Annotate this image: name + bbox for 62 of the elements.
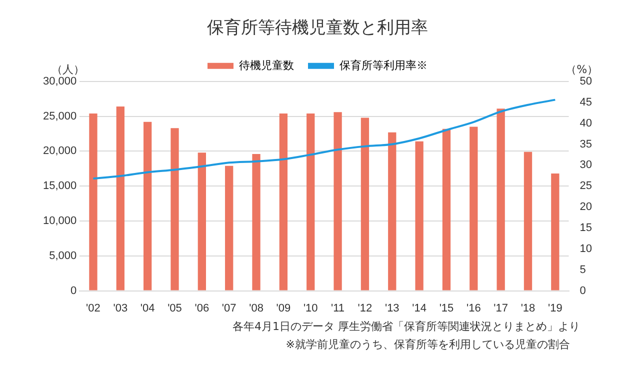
line-series [92, 98, 556, 180]
bar [89, 114, 98, 290]
y2-tick-label: 15 [580, 222, 592, 234]
y2-axis-title: （%） [566, 62, 598, 76]
bar [225, 166, 234, 290]
y-tick-label: 20,000 [42, 145, 77, 158]
y-tick-label: 0 [70, 284, 77, 297]
y-tick-label: 15,000 [42, 180, 77, 192]
x-tick-label: '15 [439, 302, 454, 314]
bar [551, 174, 560, 290]
x-tick-label: '11 [331, 302, 345, 314]
bar [306, 114, 315, 290]
y2-tick-label: 25 [580, 180, 592, 192]
x-tick-label: '19 [548, 302, 562, 314]
text: 各年4月1日のデータ 厚生労働省「保育所等関連状況とりまとめ」より [232, 319, 580, 335]
bar [470, 126, 478, 290]
y-tick-label: 25,000 [42, 110, 77, 122]
bar [524, 152, 532, 290]
y2-tick-label: 40 [580, 117, 592, 130]
x-tick-label: '13 [384, 302, 400, 314]
y2-tick-label: 50 [580, 75, 592, 88]
x-tick-label: '10 [303, 302, 318, 314]
bar [442, 128, 451, 290]
bar [198, 152, 206, 290]
x-tick-label: '08 [249, 302, 264, 314]
y2-tick-label: 35 [580, 138, 592, 150]
y2-tick-label: 5 [580, 264, 586, 276]
chart-title: 保育所等待機児童数と利用率 [207, 18, 428, 37]
bar [116, 106, 124, 290]
x-tick-label: '04 [140, 302, 155, 314]
y-tick-label: 5,000 [49, 250, 77, 262]
y2-tick-label: 45 [580, 96, 592, 108]
legend-label: 保育所等利用率※ [340, 58, 428, 72]
y-tick-label: 30,000 [42, 75, 77, 88]
bar [415, 141, 424, 290]
bar [334, 112, 342, 290]
x-tick-label: '16 [466, 302, 481, 314]
x-tick-label: '09 [276, 302, 291, 314]
x-tick-label: '05 [168, 302, 182, 314]
text: ※就学前児童のうち、保育所等を利用している児童の割合 [284, 337, 570, 353]
y-tick-label: 10,000 [42, 215, 77, 228]
x-tick-label: '17 [494, 302, 508, 314]
bar [252, 154, 260, 290]
y2-tick-label: 10 [580, 242, 592, 255]
x-tick-label: '02 [86, 302, 100, 314]
bar [360, 118, 370, 290]
y-axis-title: （人） [51, 62, 84, 76]
legend-label: 待機児童数 [239, 58, 294, 72]
y2-tick-label: 0 [580, 284, 586, 297]
bar [496, 108, 505, 290]
y2-tick-label: 30 [580, 159, 592, 172]
bar [279, 114, 288, 290]
x-tick-label: '14 [412, 302, 426, 314]
y2-tick-label: 20 [580, 201, 592, 214]
bar [144, 122, 152, 290]
x-tick-label: '12 [358, 302, 372, 314]
bar [170, 128, 179, 290]
x-tick-label: '06 [194, 302, 210, 314]
bar [388, 132, 396, 290]
x-tick-label: '18 [520, 302, 536, 314]
x-tick-label: '03 [113, 302, 128, 314]
x-tick-label: '07 [222, 302, 236, 314]
